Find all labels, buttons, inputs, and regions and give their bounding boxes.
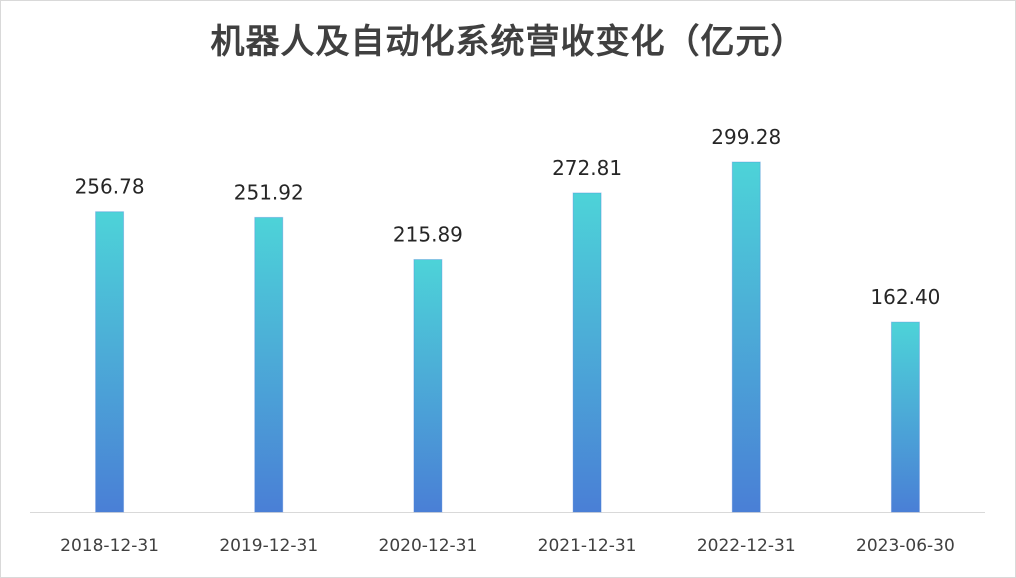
bar-2020-12-31 (413, 259, 443, 513)
data-label-2021-12-31: 272.81 (552, 156, 622, 180)
bar-2019-12-31 (254, 216, 284, 513)
data-label-2019-12-31: 251.92 (234, 180, 304, 204)
x-tick-label-2021-12-31: 2021-12-31 (538, 536, 637, 556)
data-label-2023-06-30: 162.40 (870, 285, 940, 309)
x-tick-label-2018-12-31: 2018-12-31 (60, 536, 159, 556)
bar-2023-06-30 (890, 321, 920, 513)
bar-2018-12-31 (95, 211, 125, 513)
x-tick-label-2023-06-30: 2023-06-30 (856, 536, 955, 556)
x-tick-label-2019-12-31: 2019-12-31 (219, 536, 318, 556)
bar-2021-12-31 (572, 192, 602, 513)
chart-title: 机器人及自动化系统营收变化（亿元） (210, 22, 806, 62)
data-label-2020-12-31: 215.89 (393, 223, 463, 247)
data-label-2018-12-31: 256.78 (75, 175, 145, 199)
x-tick-label-2022-12-31: 2022-12-31 (697, 536, 796, 556)
x-tick-label-2020-12-31: 2020-12-31 (379, 536, 478, 556)
data-label-2022-12-31: 299.28 (711, 125, 781, 149)
bar-2022-12-31 (731, 161, 761, 513)
